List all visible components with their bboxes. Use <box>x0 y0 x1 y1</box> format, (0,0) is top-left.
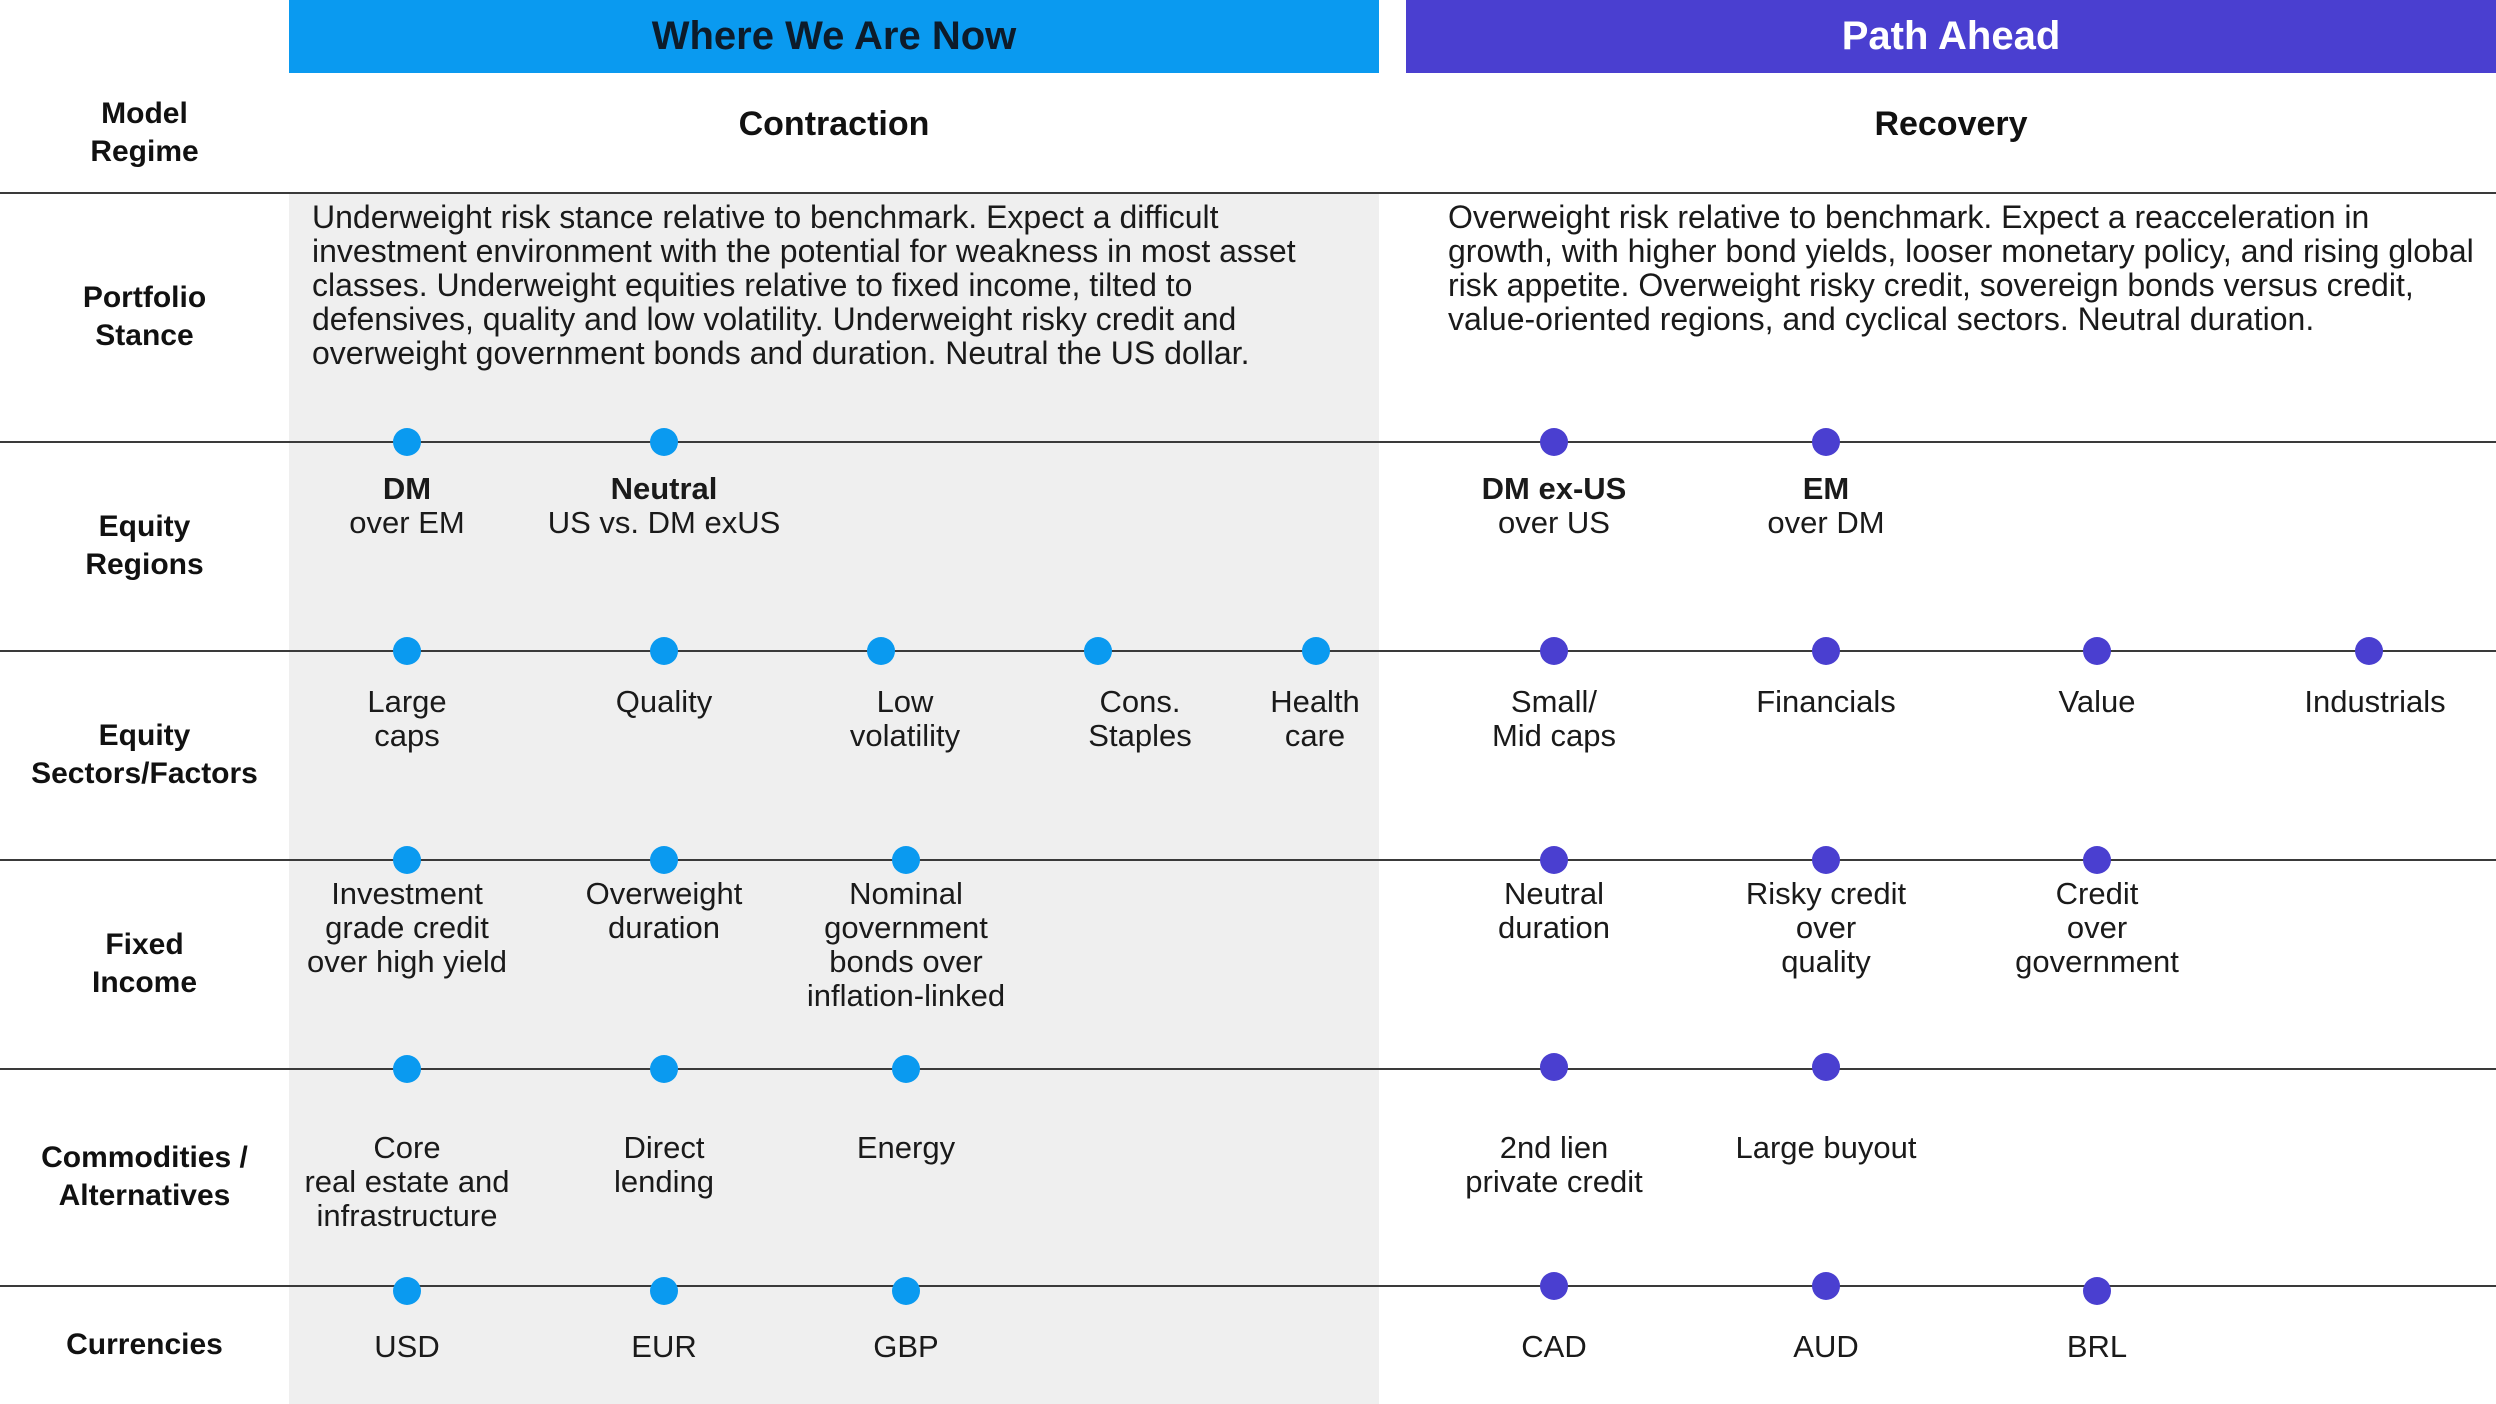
marker-dot <box>1812 846 1840 874</box>
equity-sector-item: Small/ Mid caps <box>1491 684 1617 753</box>
where-we-are-now-header: Where We Are Now <box>289 0 1379 73</box>
fixed-income-item: Investment grade credit over high yield <box>307 876 507 979</box>
marker-dot <box>1812 637 1840 665</box>
stance-now-text: Underweight risk stance relative to benc… <box>312 199 1296 371</box>
row-divider <box>0 859 2496 861</box>
marker-dot <box>393 637 421 665</box>
currency-item: BRL <box>2066 1329 2128 1364</box>
row-label-portfolio-stance: Portfolio Stance <box>82 281 207 352</box>
alternatives-item: Core real estate and infrastructure <box>304 1130 510 1233</box>
marker-dot <box>1812 428 1840 456</box>
marker-dot <box>2355 637 2383 665</box>
alternatives-item: Direct lending <box>614 1130 714 1199</box>
marker-dot <box>650 637 678 665</box>
currency-item: GBP <box>873 1329 939 1364</box>
marker-dot <box>892 846 920 874</box>
currency-item: EUR <box>631 1329 697 1364</box>
equity-region-item: Neutral US vs. DM exUS <box>547 471 781 540</box>
marker-dot <box>650 846 678 874</box>
marker-dot <box>393 1055 421 1083</box>
alternatives-item: Energy <box>856 1130 956 1165</box>
equity-region-item: DM ex-US over US <box>1481 471 1627 540</box>
fixed-income-item: Nominal government bonds over inflation-… <box>806 876 1006 1013</box>
marker-dot <box>393 428 421 456</box>
marker-dot <box>892 1277 920 1305</box>
row-label-model-regime: Model Regime <box>90 97 199 168</box>
fixed-income-item: Overweight duration <box>585 876 743 945</box>
marker-dot <box>892 1055 920 1083</box>
marker-dot <box>1812 1272 1840 1300</box>
fixed-income-item: Risky credit over quality <box>1745 876 1907 979</box>
marker-dot <box>1540 428 1568 456</box>
equity-sector-item: Financials <box>1756 684 1896 719</box>
row-divider <box>0 1068 2496 1070</box>
row-label-commodities-alternatives: Commodities / Alternatives <box>41 1141 248 1212</box>
marker-dot <box>1540 1053 1568 1081</box>
equity-sector-item: Quality <box>615 684 713 719</box>
marker-dot <box>2083 846 2111 874</box>
marker-dot <box>2083 637 2111 665</box>
fixed-income-item: Neutral duration <box>1497 876 1611 945</box>
marker-dot <box>650 1277 678 1305</box>
fixed-income-item: Credit over government <box>2015 876 2179 979</box>
row-label-currencies: Currencies <box>66 1328 223 1361</box>
marker-dot <box>1540 846 1568 874</box>
stance-ahead-text: Overweight risk relative to benchmark. E… <box>1448 199 2474 337</box>
equity-sector-item: Low volatility <box>849 684 961 753</box>
equity-region-item: EM over DM <box>1767 471 1885 540</box>
alternatives-item: Large buyout <box>1735 1130 1917 1165</box>
equity-sector-item: Health care <box>1270 684 1360 753</box>
regime-now: Contraction <box>738 105 930 143</box>
marker-dot <box>393 846 421 874</box>
row-divider <box>0 1285 2496 1287</box>
marker-dot <box>1812 1053 1840 1081</box>
row-divider <box>0 192 2496 194</box>
row-divider <box>0 441 2496 443</box>
marker-dot <box>1540 637 1568 665</box>
row-label-equity-regions: Equity Regions <box>85 510 204 581</box>
row-label-equity-sectors-factors: Equity Sectors/Factors <box>31 719 258 790</box>
marker-dot <box>1540 1272 1568 1300</box>
marker-dot <box>1084 637 1112 665</box>
marker-dot <box>867 637 895 665</box>
alternatives-item: 2nd lien private credit <box>1465 1130 1643 1199</box>
equity-region-item: DM over EM <box>349 471 465 540</box>
row-label-fixed-income: Fixed Income <box>91 928 198 999</box>
path-ahead-header: Path Ahead <box>1406 0 2496 73</box>
regime-ahead: Recovery <box>1874 105 2028 143</box>
marker-dot <box>1302 637 1330 665</box>
marker-dot <box>650 428 678 456</box>
equity-sector-item: Cons. Staples <box>1088 684 1192 753</box>
currency-item: USD <box>374 1329 440 1364</box>
currency-item: CAD <box>1521 1329 1587 1364</box>
marker-dot <box>650 1055 678 1083</box>
now-column-shade <box>289 193 1379 1404</box>
equity-sector-item: Value <box>2058 684 2136 719</box>
row-divider <box>0 650 2496 652</box>
equity-sector-item: Large caps <box>367 684 447 753</box>
equity-sector-item: Industrials <box>2304 684 2446 719</box>
marker-dot <box>393 1277 421 1305</box>
marker-dot <box>2083 1277 2111 1305</box>
currency-item: AUD <box>1793 1329 1859 1364</box>
